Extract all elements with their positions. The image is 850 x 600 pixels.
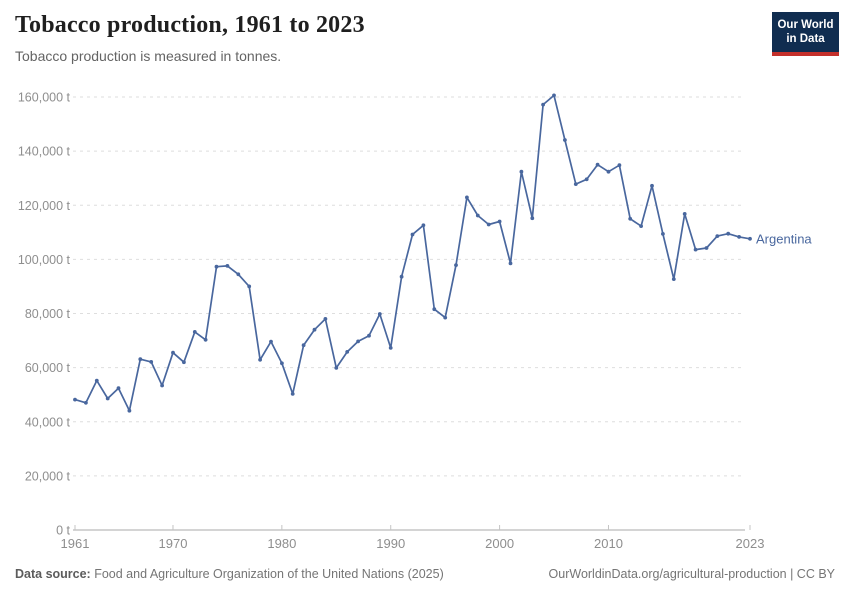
x-axis-label: 1970 (159, 536, 188, 551)
y-axis-label: 20,000 t (25, 469, 71, 483)
data-point-2011[interactable] (617, 163, 622, 168)
data-point-1989[interactable] (377, 312, 382, 316)
data-point-1961[interactable] (73, 397, 77, 402)
data-point-2022[interactable] (737, 235, 741, 239)
data-point-1981[interactable] (290, 392, 295, 396)
data-source: Data source: Food and Agriculture Organi… (15, 567, 444, 581)
data-point-2014[interactable] (650, 183, 654, 188)
data-point-2006[interactable] (563, 138, 567, 142)
y-axis-label: 160,000 t (18, 91, 71, 105)
data-point-1969[interactable] (160, 383, 165, 388)
data-point-2020[interactable] (715, 234, 720, 239)
data-point-2010[interactable] (606, 169, 611, 174)
data-point-1977[interactable] (247, 284, 252, 289)
x-axis-label: 1990 (376, 536, 405, 551)
data-point-1995[interactable] (443, 315, 448, 320)
y-axis-label: 80,000 t (25, 307, 71, 321)
y-axis-label: 140,000 t (18, 145, 71, 159)
data-point-1972[interactable] (192, 330, 197, 334)
data-source-text: Food and Agriculture Organization of the… (94, 567, 444, 581)
x-axis-label: 1980 (267, 536, 296, 551)
data-point-2015[interactable] (661, 232, 665, 236)
y-axis-label: 100,000 t (18, 253, 71, 267)
data-point-2005[interactable] (552, 93, 556, 98)
data-point-1985[interactable] (334, 366, 339, 370)
data-point-1982[interactable] (301, 343, 306, 348)
data-point-1964[interactable] (105, 396, 110, 401)
data-point-1983[interactable] (312, 327, 317, 332)
data-point-1986[interactable] (345, 350, 350, 354)
logo-text-line1: Our World (777, 19, 834, 31)
x-axis-label: 1961 (61, 536, 90, 551)
data-point-1978[interactable] (258, 357, 262, 362)
data-point-1999[interactable] (486, 222, 491, 227)
data-point-2012[interactable] (628, 216, 633, 221)
x-axis-label: 2010 (594, 536, 623, 551)
data-point-1998[interactable] (475, 213, 480, 218)
data-point-2023[interactable] (748, 236, 752, 241)
chart-footer: Data source: Food and Agriculture Organi… (15, 567, 835, 581)
data-point-1962[interactable] (84, 400, 88, 405)
data-point-2017[interactable] (682, 212, 687, 216)
owid-citation-link[interactable]: OurWorldinData.org/agricultural-producti… (548, 567, 835, 581)
series-label: Argentina (756, 231, 812, 246)
data-point-1975[interactable] (225, 264, 230, 268)
data-point-1966[interactable] (127, 408, 132, 413)
data-point-2002[interactable] (519, 169, 524, 174)
data-point-1994[interactable] (432, 307, 437, 312)
data-point-2007[interactable] (573, 182, 578, 187)
page-title: Tobacco production, 1961 to 2023 (15, 12, 365, 38)
data-point-1963[interactable] (94, 378, 99, 383)
data-point-2021[interactable] (726, 231, 731, 236)
data-source-label: Data source: (15, 567, 91, 581)
data-point-2004[interactable] (541, 102, 545, 107)
data-point-1996[interactable] (454, 263, 458, 267)
data-point-1987[interactable] (356, 339, 360, 344)
series-line[interactable] (74, 94, 751, 412)
data-point-2016[interactable] (671, 277, 676, 281)
data-point-2008[interactable] (584, 177, 589, 182)
data-point-1988[interactable] (367, 333, 371, 338)
data-point-1993[interactable] (421, 223, 426, 228)
data-point-1976[interactable] (236, 272, 241, 277)
data-point-2009[interactable] (595, 162, 600, 167)
logo-text-line2: in Data (786, 33, 825, 46)
data-point-1968[interactable] (149, 360, 154, 364)
data-point-1991[interactable] (399, 274, 404, 279)
data-point-1970[interactable] (171, 350, 175, 355)
data-point-2001[interactable] (508, 261, 513, 266)
data-point-2019[interactable] (704, 246, 709, 250)
y-axis-label: 120,000 t (18, 199, 71, 213)
data-point-1997[interactable] (465, 195, 469, 200)
data-point-1980[interactable] (280, 361, 284, 366)
data-point-2018[interactable] (693, 247, 698, 252)
y-axis-label: 40,000 t (25, 415, 71, 429)
x-axis-label: 2023 (736, 536, 765, 551)
data-point-1965[interactable] (116, 386, 121, 391)
data-point-1967[interactable] (138, 357, 143, 362)
data-point-2003[interactable] (530, 216, 535, 221)
data-point-1990[interactable] (388, 346, 393, 350)
chart-subtitle: Tobacco production is measured in tonnes… (15, 48, 282, 64)
data-point-1984[interactable] (323, 317, 328, 321)
data-point-2000[interactable] (497, 219, 502, 224)
data-point-1973[interactable] (203, 337, 208, 342)
x-axis-label: 2000 (485, 536, 514, 551)
y-axis-label: 60,000 t (25, 361, 71, 375)
data-point-2013[interactable] (639, 224, 643, 229)
owid-logo[interactable]: Our World in Data (772, 12, 839, 56)
data-point-1974[interactable] (214, 264, 219, 269)
data-point-1992[interactable] (410, 232, 415, 237)
y-axis-label: 0 t (56, 524, 70, 538)
data-point-1979[interactable] (269, 339, 273, 344)
data-point-1971[interactable] (182, 360, 186, 365)
